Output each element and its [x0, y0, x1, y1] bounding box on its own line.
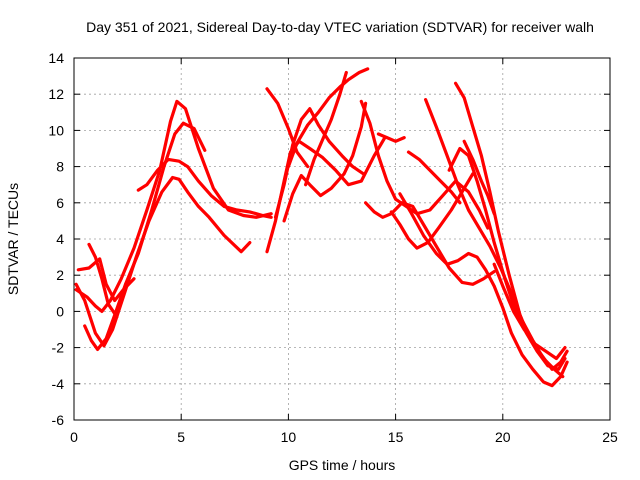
series-sat-g [265, 136, 387, 254]
y-tick-label: -6 [52, 412, 65, 428]
y-tick-label: 4 [56, 231, 64, 247]
x-tick-label: 0 [70, 429, 78, 445]
x-tick-label: 15 [388, 429, 404, 445]
series-sat-u [454, 81, 569, 371]
series-sat-l [304, 70, 348, 187]
y-tick-label: 8 [56, 159, 64, 175]
x-tick-label: 20 [495, 429, 511, 445]
y-tick-label: 6 [56, 195, 64, 211]
series-sat-q [398, 192, 569, 388]
series-sat-r [406, 150, 462, 205]
series-sat-e [76, 257, 136, 303]
series-sat-v [462, 139, 496, 216]
series-sat-j [282, 101, 368, 223]
series-sat-b [74, 175, 252, 348]
series-sat-d [136, 157, 273, 219]
series-sat-p [376, 132, 406, 143]
y-axis-label: SDTVAR / TECUs [5, 183, 21, 295]
series-sat-f [87, 242, 119, 319]
series-layer [74, 67, 569, 388]
y-tick-label: -4 [52, 376, 65, 392]
chart-title: Day 351 of 2021, Sidereal Day-to-day VTE… [86, 19, 594, 35]
series-sat-n [364, 201, 496, 286]
series-sat-h [265, 87, 310, 169]
x-tick-label: 5 [177, 429, 185, 445]
y-tick-label: 2 [56, 267, 64, 283]
series-sat-c [83, 121, 207, 351]
x-axis-label: GPS time / hours [289, 457, 396, 473]
y-tick-label: 12 [48, 86, 64, 102]
series-sat-w [492, 262, 567, 361]
y-tick-label: 0 [56, 303, 64, 319]
y-tick-label: -2 [52, 340, 65, 356]
x-tick-label: 25 [602, 429, 618, 445]
y-tick-label: 10 [48, 122, 64, 138]
series-sat-a [74, 99, 273, 313]
x-tick-label: 10 [281, 429, 297, 445]
y-tick-label: 14 [48, 50, 64, 66]
axis-ticks: 0 5 10 15 20 25 -6 -4 -2 0 2 4 6 8 10 12 14 [48, 50, 618, 445]
series-sat-k [286, 67, 370, 169]
